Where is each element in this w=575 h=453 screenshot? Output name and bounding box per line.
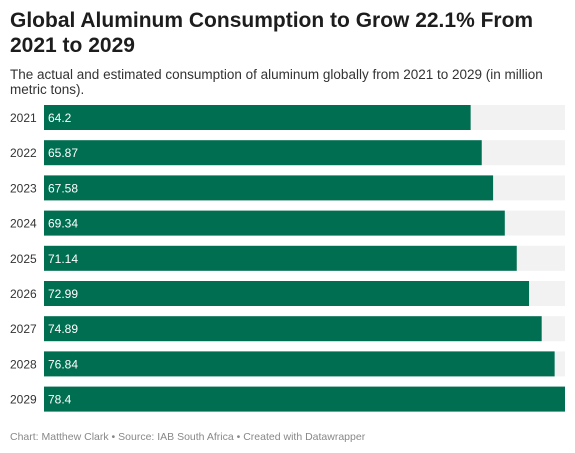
bar-value-label: 74.89 — [48, 322, 78, 336]
footer-separator: • — [233, 431, 244, 443]
bar-value-label: 76.84 — [48, 357, 78, 371]
category-tick-label: 2021 — [10, 111, 37, 125]
category-tick-label: 2024 — [10, 217, 37, 231]
bar-row: 2027 74.89 — [10, 316, 565, 342]
bar-row: 2021 64.2 — [10, 105, 565, 130]
bar — [44, 105, 471, 130]
source-credit: Source: IAB South Africa — [118, 431, 234, 443]
category-tick-label: 2029 — [10, 393, 37, 407]
bar — [44, 245, 517, 271]
category-tick-label: 2027 — [10, 322, 37, 336]
bar-row: 2025 71.14 — [10, 245, 565, 271]
chart-credit: Chart: Matthew Clark — [10, 431, 109, 443]
bar — [44, 210, 505, 236]
bar-value-label: 65.87 — [48, 146, 78, 160]
bar-value-label: 64.2 — [48, 111, 72, 125]
chart-subtitle: The actual and estimated consumption of … — [10, 67, 543, 97]
category-tick-label: 2022 — [10, 146, 37, 160]
bar-chart: 2021 64.2 2022 65.87 2023 67.58 2024 69.34 2025 7… — [10, 105, 565, 412]
bar — [44, 386, 565, 412]
bar-value-label: 67.58 — [48, 181, 78, 195]
bar-row: 2029 78.4 — [10, 386, 565, 412]
chart-title: Global Aluminum Consumption to Grow 22.1… — [10, 9, 534, 57]
bar-row: 2022 65.87 — [10, 140, 565, 166]
bar-row: 2026 72.99 — [10, 281, 565, 306]
bar-row: 2023 67.58 — [10, 175, 565, 201]
bar — [44, 316, 542, 342]
datawrapper-credit: Created with Datawrapper — [243, 431, 366, 443]
bar-value-label: 72.99 — [48, 287, 78, 301]
category-tick-label: 2026 — [10, 287, 37, 301]
chart-footer: Chart: Matthew Clark • Source: IAB South… — [10, 431, 365, 443]
bar-row: 2024 69.34 — [10, 210, 565, 236]
bar-row: 2028 76.84 — [10, 351, 565, 377]
bar — [44, 351, 555, 377]
bar — [44, 175, 494, 201]
bar-value-label: 69.34 — [48, 217, 78, 231]
bar-value-label: 71.14 — [48, 252, 78, 266]
bar — [44, 281, 530, 306]
category-tick-label: 2025 — [10, 252, 37, 266]
footer-separator: • — [108, 431, 119, 443]
bar-value-label: 78.4 — [48, 393, 72, 407]
category-tick-label: 2023 — [10, 181, 37, 195]
category-tick-label: 2028 — [10, 357, 37, 371]
bar — [44, 140, 482, 166]
